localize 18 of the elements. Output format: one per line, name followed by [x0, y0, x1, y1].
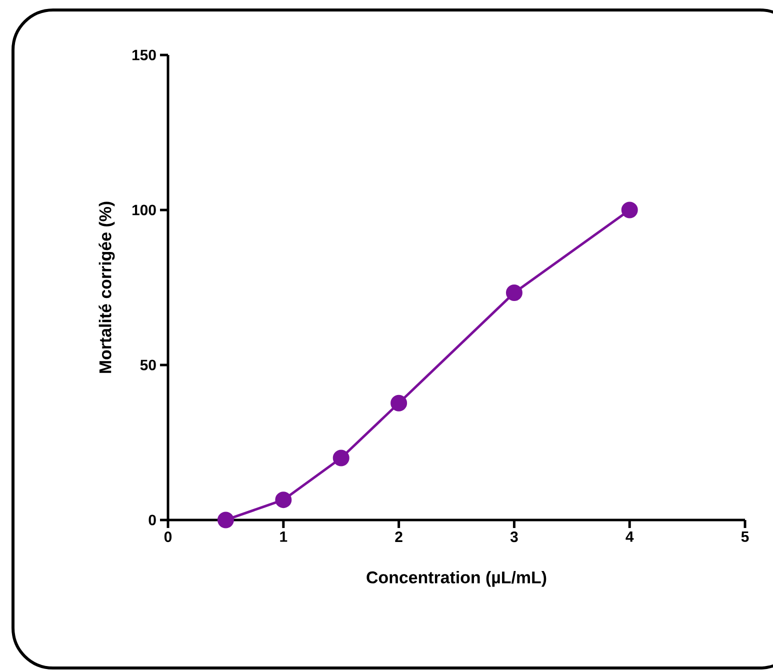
y-tick-label: 150: [132, 50, 156, 60]
y-tick-label: 100: [132, 204, 156, 216]
x-axis-title: Concentration (µL/mL): [366, 570, 546, 587]
point: [217, 512, 234, 528]
point: [275, 492, 292, 508]
y-tick-label: 50: [140, 360, 156, 370]
point: [506, 284, 522, 302]
y-tick-label: 0: [148, 514, 156, 526]
x-tick-label: 3: [510, 532, 518, 542]
x-tick-label: 1: [280, 532, 288, 542]
x-tick-label: 0: [164, 532, 172, 542]
point: [621, 202, 638, 218]
point: [390, 394, 408, 412]
point: [332, 450, 350, 466]
y-axis-title: Mortalité corrigée (%): [98, 202, 115, 373]
x-tick-label: 4: [626, 532, 634, 542]
x-tick-label: 2: [395, 532, 402, 542]
x-tick-label: 5: [741, 532, 749, 542]
